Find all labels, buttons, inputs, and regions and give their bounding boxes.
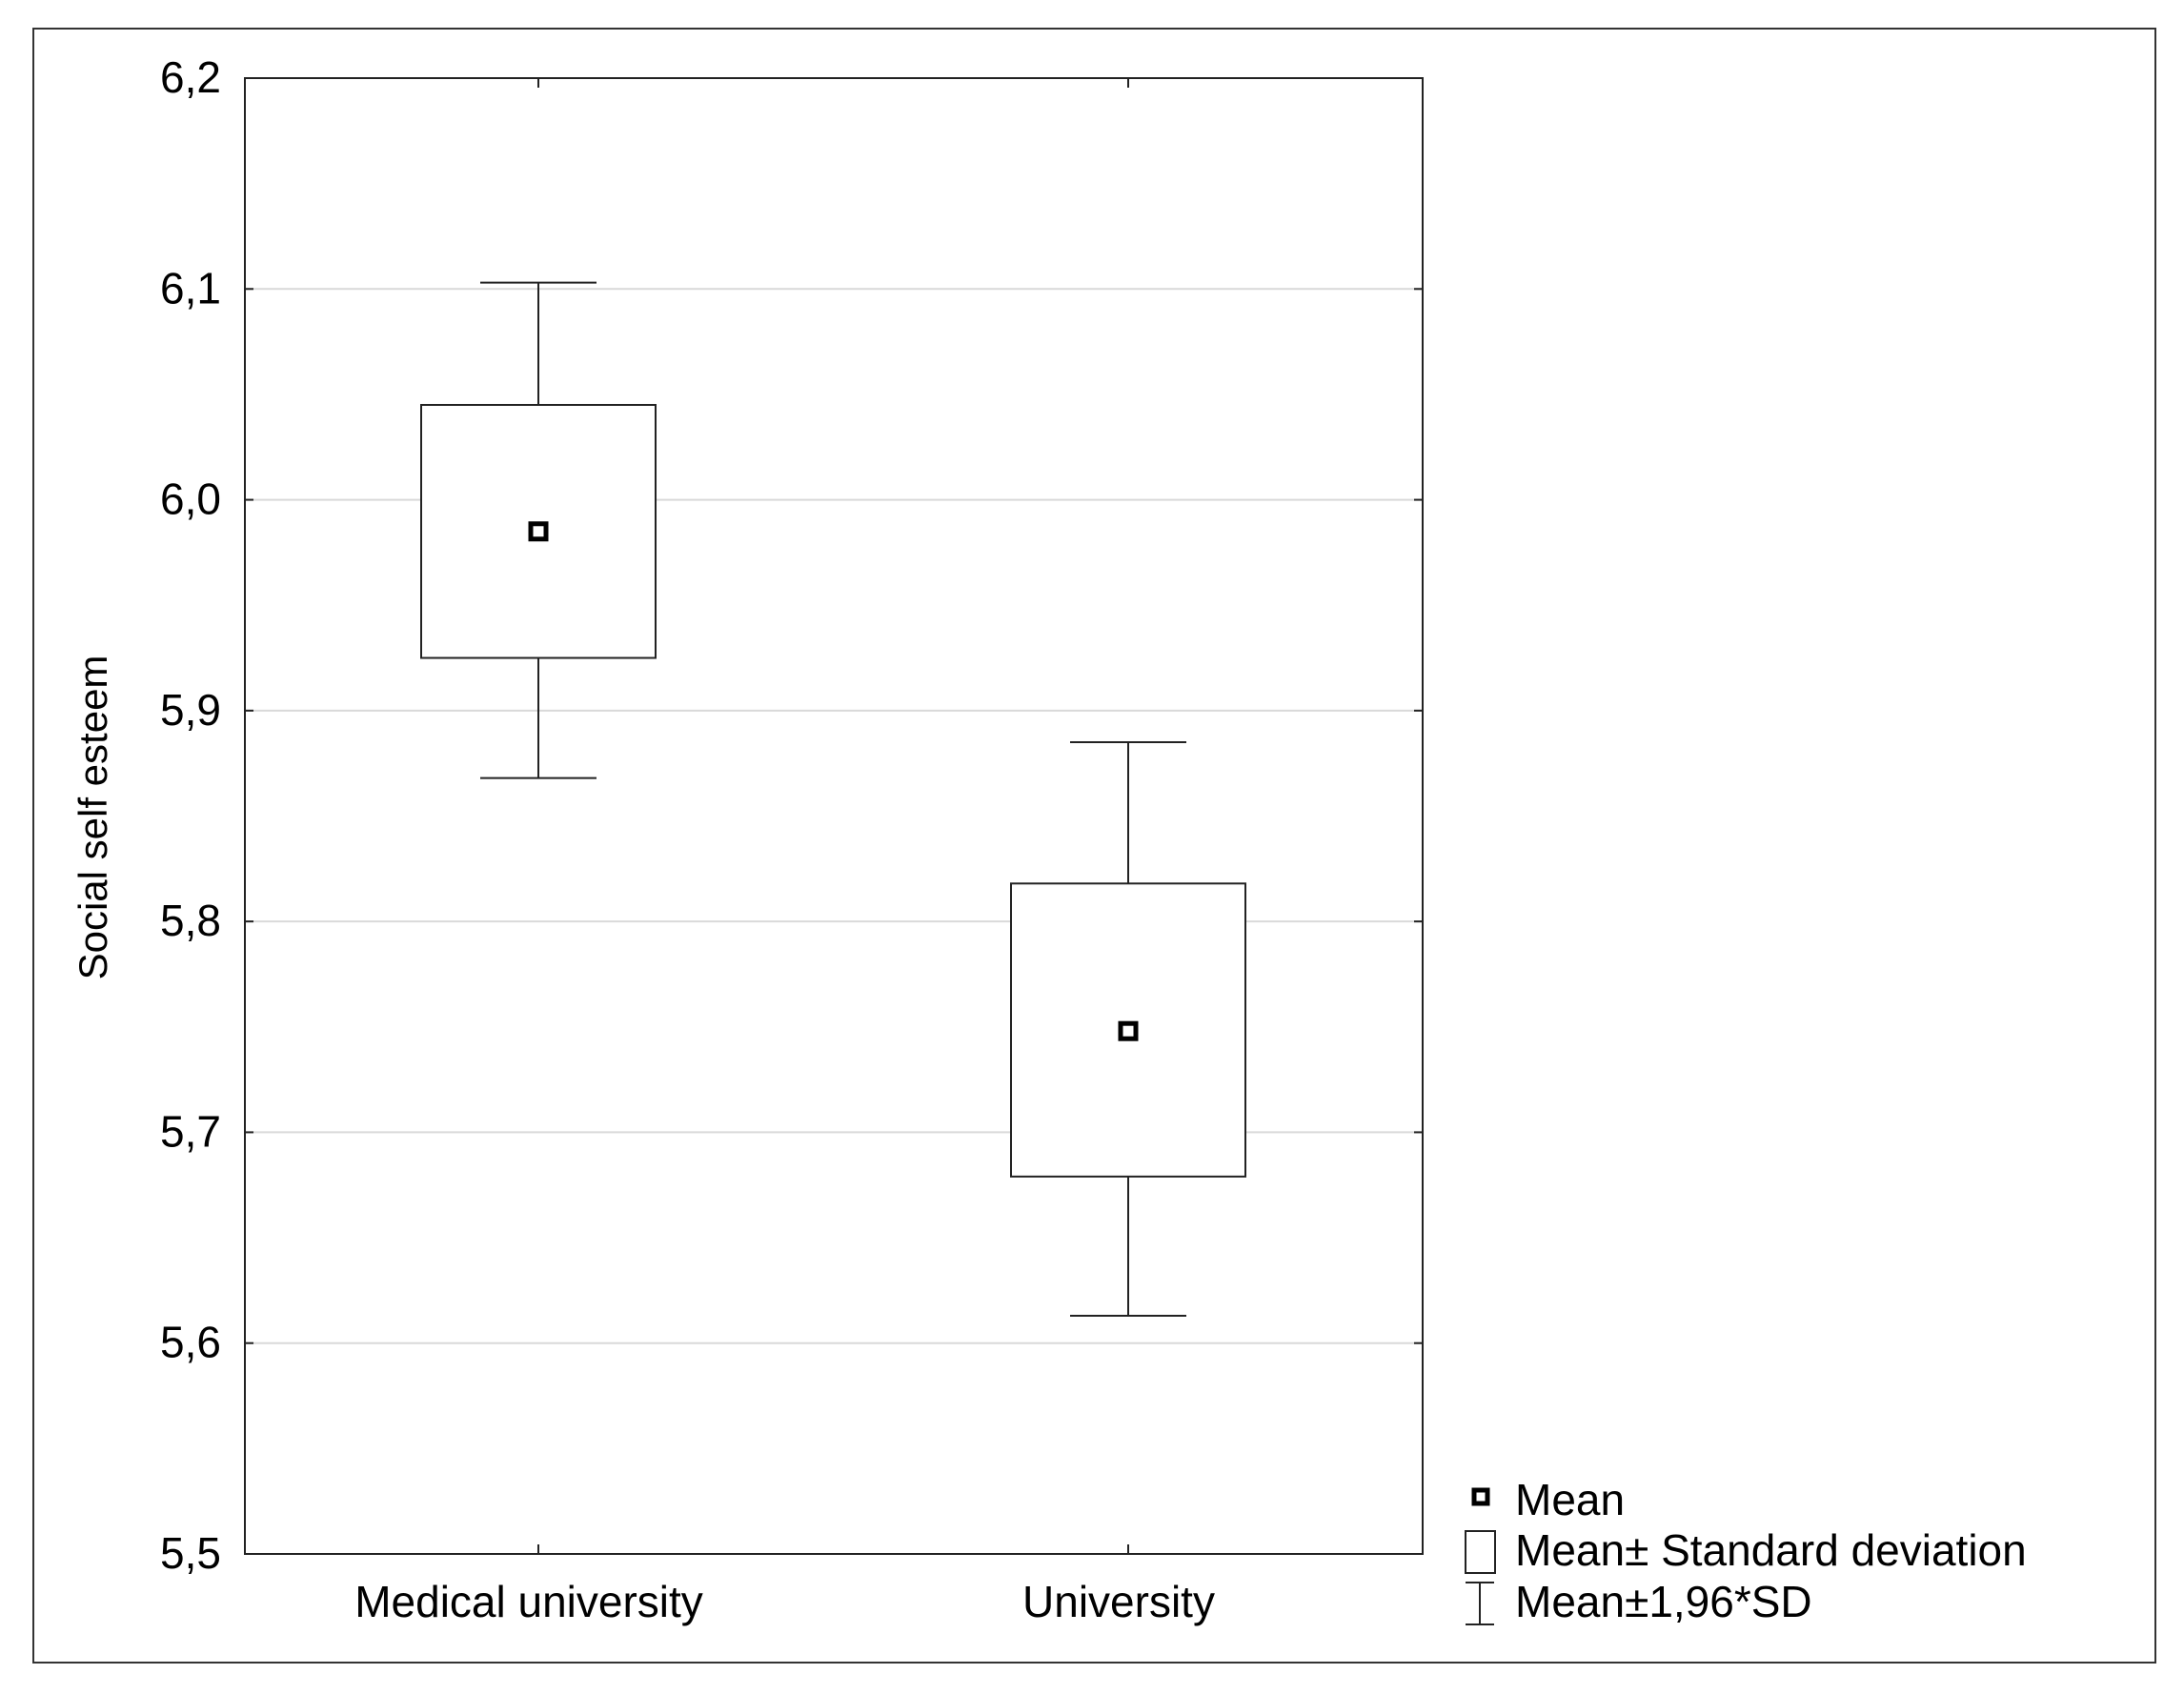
y-tick-label: 5,8 bbox=[160, 896, 221, 945]
plot-area-frame bbox=[244, 77, 1424, 1555]
legend-label: Mean± Standard deviation bbox=[1515, 1525, 2027, 1575]
y-tick-label: 5,9 bbox=[160, 685, 221, 735]
legend-mean-icon bbox=[1471, 1487, 1490, 1506]
y-tick-label: 6,0 bbox=[160, 474, 221, 524]
legend-label: Mean±1,96*SD bbox=[1515, 1577, 1812, 1626]
y-tick-label: 6,1 bbox=[160, 263, 221, 313]
legend-box-icon bbox=[1465, 1530, 1496, 1574]
x-tick-label: University bbox=[1022, 1577, 1215, 1626]
legend-label: Mean bbox=[1515, 1475, 1625, 1524]
y-tick-label: 5,6 bbox=[160, 1318, 221, 1367]
y-axis-label: Social self esteem bbox=[71, 655, 115, 980]
figure-border bbox=[32, 28, 2156, 1664]
mean-marker bbox=[528, 521, 549, 542]
data-layer bbox=[420, 281, 1246, 1317]
x-tick-label: Medical university bbox=[354, 1577, 703, 1626]
mean-marker bbox=[1118, 1020, 1139, 1041]
axis-ticks: 5,5 5,6 5,7 5,8 5,9 6,0 6,1 6,2 Medical universi… bbox=[160, 52, 1423, 1626]
y-tick-label: 6,2 bbox=[160, 52, 221, 102]
y-tick-label: 5,5 bbox=[160, 1528, 221, 1578]
y-tick-label: 5,7 bbox=[160, 1106, 221, 1156]
